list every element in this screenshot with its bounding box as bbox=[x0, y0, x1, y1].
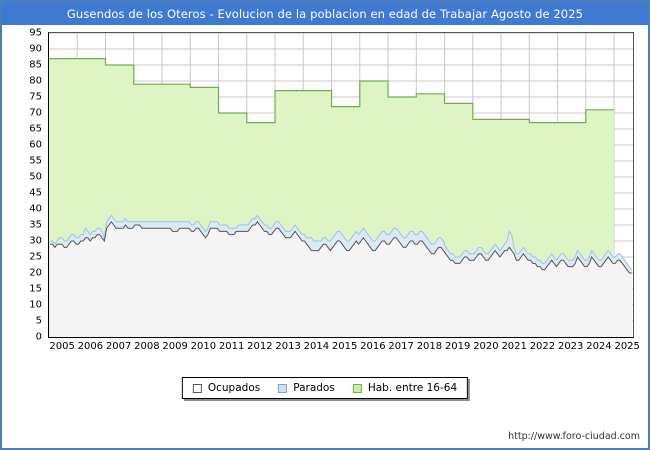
chart-canvas bbox=[49, 33, 633, 337]
series-area-parados bbox=[50, 215, 632, 273]
series-line-habitantes bbox=[49, 58, 615, 124]
x-axis-tick: 2010 bbox=[190, 341, 217, 352]
legend-swatch-ocupados bbox=[192, 383, 202, 393]
x-axis-tick: 2019 bbox=[444, 341, 471, 352]
x-axis-tick: 2025 bbox=[614, 341, 640, 352]
legend-label-ocupados: Ocupados bbox=[207, 382, 261, 394]
y-axis-tick: 85 bbox=[29, 59, 42, 71]
legend-label-parados: Parados bbox=[293, 382, 335, 394]
x-axis-tick: 2015 bbox=[331, 341, 358, 352]
series-line-ocupados bbox=[50, 220, 632, 274]
x-axis-tick: 2011 bbox=[218, 341, 245, 352]
chart-region: FORO-CIUDAD.COM 051015202530354045505560… bbox=[2, 25, 648, 448]
y-axis-tick: 55 bbox=[29, 155, 42, 167]
y-axis-tick: 20 bbox=[29, 267, 42, 279]
x-axis-tick: 2016 bbox=[360, 341, 386, 352]
y-axis-tick: 90 bbox=[29, 43, 42, 55]
y-axis-tick: 95 bbox=[29, 27, 42, 39]
y-axis-tick: 70 bbox=[29, 107, 42, 119]
series-area-ocupados bbox=[50, 221, 632, 337]
y-axis-tick: 5 bbox=[35, 315, 42, 327]
x-axis-tick: 2021 bbox=[501, 341, 527, 352]
legend-item-ocupados[interactable]: Ocupados bbox=[192, 382, 261, 394]
x-axis-tick: 2024 bbox=[586, 341, 612, 352]
x-axis-tick: 2017 bbox=[388, 341, 414, 352]
y-axis-tick: 80 bbox=[29, 75, 42, 87]
legend-label-habitantes: Hab. entre 16-64 bbox=[367, 382, 458, 394]
plot-area bbox=[48, 32, 634, 338]
x-axis-tick: 2013 bbox=[275, 341, 301, 352]
x-axis-tick: 2014 bbox=[303, 341, 330, 352]
y-axis-tick: 65 bbox=[29, 123, 42, 135]
x-axis-tick: 2018 bbox=[416, 341, 443, 352]
x-axis-tick: 2006 bbox=[77, 341, 104, 352]
x-axis-tick: 2009 bbox=[162, 341, 188, 352]
series-line-parados bbox=[50, 214, 633, 271]
legend-swatch-habitantes bbox=[352, 383, 362, 393]
y-axis-tick: 75 bbox=[29, 91, 42, 103]
x-axis-tick: 2005 bbox=[49, 341, 75, 352]
y-axis-tick: 35 bbox=[29, 219, 42, 231]
chart-legend: Ocupados Parados Hab. entre 16-64 bbox=[181, 377, 469, 399]
y-axis-tick: 0 bbox=[35, 331, 42, 343]
y-axis-tick: 30 bbox=[29, 235, 42, 247]
legend-item-parados[interactable]: Parados bbox=[278, 382, 335, 394]
page-title: Gusendos de los Oteros - Evolucion de la… bbox=[66, 6, 584, 21]
source-url: http://www.foro-ciudad.com bbox=[508, 431, 640, 442]
legend-item-habitantes[interactable]: Hab. entre 16-64 bbox=[352, 382, 458, 394]
y-axis-tick: 60 bbox=[29, 139, 42, 151]
x-axis-tick: 2007 bbox=[105, 341, 132, 352]
x-axis-tick: 2020 bbox=[473, 341, 499, 352]
x-axis-tick: 2022 bbox=[529, 341, 556, 352]
x-axis-labels: 2005 2006 2007 2008 2009 2010 2011 2012 2013 2014… bbox=[48, 341, 640, 359]
legend-swatch-parados bbox=[278, 383, 288, 393]
y-axis-tick: 25 bbox=[29, 251, 42, 263]
x-axis-tick: 2008 bbox=[134, 341, 160, 352]
y-axis-tick: 50 bbox=[29, 171, 42, 183]
y-axis-tick: 15 bbox=[29, 283, 42, 295]
y-axis-tick: 40 bbox=[29, 203, 42, 215]
title-bar: Gusendos de los Oteros - Evolucion de la… bbox=[2, 2, 648, 25]
y-axis-tick: 45 bbox=[29, 187, 42, 199]
y-axis-tick: 10 bbox=[29, 299, 42, 311]
x-axis-tick: 2023 bbox=[557, 341, 584, 352]
y-axis-labels: 0 5 10 15 20 25 30 35 40 45 50 55 60 65 70 75 80 85 90 95 bbox=[2, 25, 46, 345]
x-axis-tick: 2012 bbox=[247, 341, 273, 352]
